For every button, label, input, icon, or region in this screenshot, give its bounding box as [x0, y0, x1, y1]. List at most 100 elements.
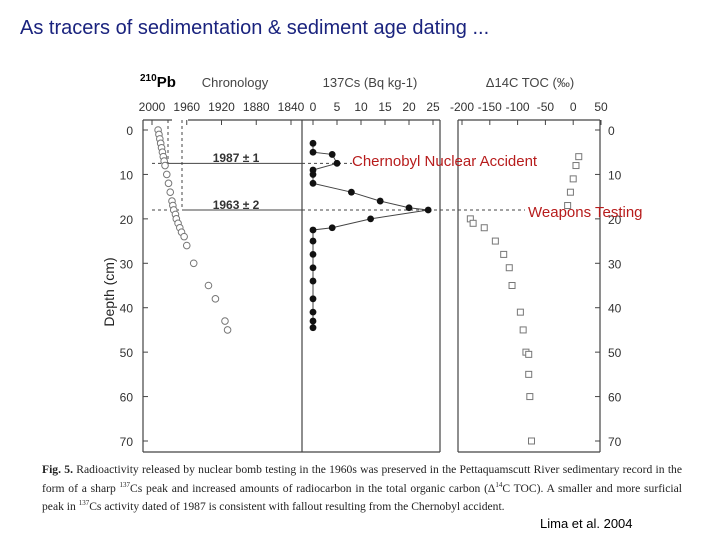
y-tick-label-right: 30: [608, 257, 622, 271]
cs137-point: [309, 324, 317, 332]
chronology-point: [189, 259, 198, 268]
caption-sup-3: 137: [78, 498, 90, 507]
slide-title: As tracers of sedimentation & sediment a…: [20, 17, 490, 39]
delta14c-x-tick-label: 0: [570, 100, 577, 114]
chronology-point: [164, 179, 173, 188]
y-tick-label-left: 0: [126, 124, 133, 138]
chernobyl-annotation: Chernobyl Nuclear Accident: [352, 153, 538, 170]
caption-text-2: Cs peak and increased amounts of radioca…: [130, 481, 496, 495]
y-tick-label-right: 0: [608, 124, 615, 138]
delta14c-x-tick-label: -150: [478, 100, 502, 114]
label-1987: 1987 ± 1: [213, 151, 260, 165]
y-tick-label-left: 20: [120, 213, 134, 227]
caption-sup-2: 14: [495, 480, 503, 489]
y-tick-label-left: 70: [120, 435, 134, 449]
cs137-title: 137Cs (Bq kg-1): [323, 75, 418, 90]
cs137-x-tick-label: 0: [310, 100, 317, 114]
cs137-point: [309, 171, 317, 178]
cs137-point: [309, 264, 317, 272]
delta14c-x-tick-label: -200: [450, 100, 474, 114]
chronology-point: [161, 161, 169, 170]
y-tick-label-left: 30: [120, 257, 134, 271]
delta14c-point: [569, 175, 577, 183]
cs137-point: [405, 204, 413, 212]
y-tick-label-left: 60: [120, 391, 134, 405]
delta14c-point: [500, 250, 508, 258]
delta14c-point: [516, 308, 524, 316]
y-tick-label-left: 40: [120, 302, 134, 316]
cs137-point: [328, 224, 336, 232]
caption-text-1: Radioactivity released by nuclear bomb t…: [42, 463, 682, 495]
cs137-point: [309, 308, 317, 316]
label-1963: 1963 ± 2: [213, 198, 260, 212]
cs137-line: [312, 143, 429, 328]
y-tick-label-right: 40: [608, 302, 622, 316]
delta14c-point: [508, 282, 516, 289]
cs137-x-tick-label: 15: [378, 100, 392, 114]
cs137-x-tick-label: 10: [354, 100, 368, 114]
chronology-point: [180, 232, 188, 241]
delta14c-point: [491, 237, 499, 245]
pb210-label: 210Pb: [140, 73, 176, 91]
delta14c-x-tick-label: -50: [537, 100, 555, 114]
pb210-superscript: 210: [140, 73, 157, 84]
cs137-point: [424, 206, 432, 214]
citation: Lima et al. 2004: [540, 516, 633, 531]
delta14c-point: [519, 326, 527, 334]
caption-fig-label: Fig. 5.: [42, 463, 73, 476]
cs137-point: [309, 237, 317, 245]
delta14c-title: Δ14C TOC (‰): [486, 75, 574, 90]
delta14c-x-tick-label: 50: [594, 100, 608, 114]
caption-text-3: C TOC). A smaller and more surficial pea…: [42, 481, 683, 513]
chronology-x-tick-label: 2000: [139, 100, 166, 114]
figure-caption: Fig. 5. Radioactivity released by nuclea…: [42, 462, 682, 514]
chronology-point: [204, 281, 213, 290]
chronology-x-tick-label: 1880: [243, 100, 270, 114]
delta14c-point: [566, 188, 574, 196]
chronology-point: [211, 295, 220, 303]
cs137-point: [309, 139, 317, 147]
delta14c-point: [564, 202, 572, 210]
cs137-point: [376, 197, 384, 205]
delta14c-point: [469, 219, 477, 227]
delta14c-point: [525, 370, 533, 378]
delta14c-point: [575, 153, 583, 161]
delta14c-x-tick-label: -100: [506, 100, 530, 114]
y-tick-label-right: 20: [608, 213, 622, 227]
chronology-title: Chronology: [202, 75, 269, 90]
weapons-testing-annotation: Weapons Testing: [528, 204, 643, 221]
y-tick-label-right: 60: [608, 391, 622, 405]
chronology-x-tick-label: 1960: [173, 100, 200, 114]
y-tick-label-right: 50: [608, 346, 622, 360]
delta14c-point: [528, 437, 535, 445]
caption-text-4: Cs activity dated of 1987 is consistent …: [89, 499, 505, 513]
delta14c-point: [525, 350, 533, 358]
chronology-x-tick-label: 1920: [208, 100, 235, 114]
pb210-text: Pb: [156, 74, 176, 91]
cs137-point: [309, 317, 317, 325]
delta14c-point: [526, 393, 534, 401]
cs137-point: [309, 295, 317, 303]
cs137-point: [309, 179, 317, 187]
cs137-point: [309, 148, 317, 156]
y-tick-label-right: 10: [608, 168, 622, 182]
y-tick-label-left: 50: [120, 346, 134, 360]
cs137-point: [309, 226, 317, 234]
cs137-point: [309, 277, 317, 285]
chronology-x-tick-label: 1840: [278, 100, 305, 114]
cs137-point: [348, 188, 355, 196]
cs137-x-tick-label: 5: [334, 100, 341, 114]
delta14c-point: [480, 224, 488, 232]
delta14c-point: [505, 264, 513, 272]
cs137-point: [309, 251, 317, 258]
cs137-x-tick-label: 20: [402, 100, 416, 114]
cs137-point: [367, 215, 374, 223]
chronology-point: [166, 188, 175, 196]
chronology-point: [221, 317, 229, 325]
y-tick-label-right: 70: [608, 435, 622, 449]
y-tick-label-left: 10: [120, 168, 134, 182]
chronology-point: [182, 241, 191, 250]
chronology-point: [223, 326, 232, 334]
cs137-point: [328, 151, 336, 158]
